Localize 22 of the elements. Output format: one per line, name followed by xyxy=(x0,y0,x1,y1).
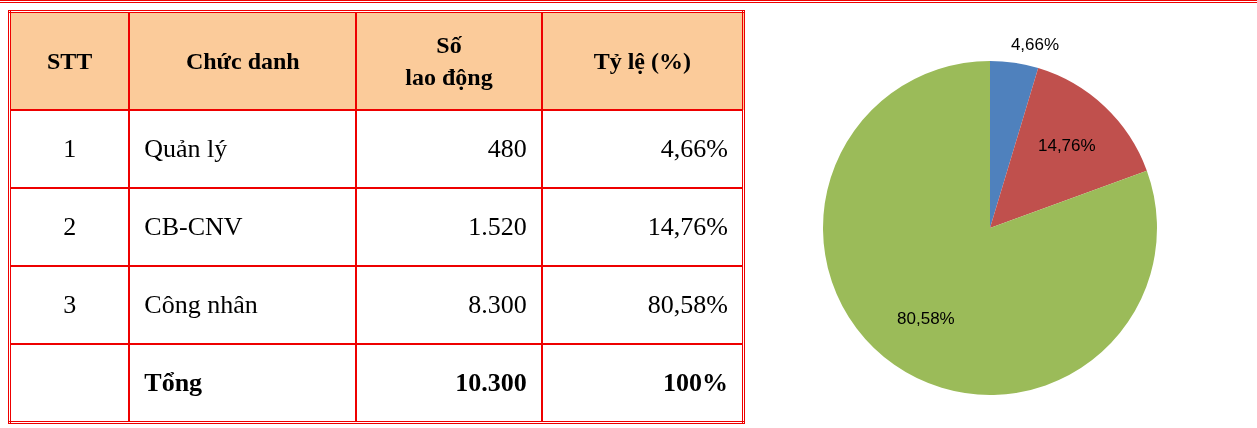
data-label: 4,66% xyxy=(1010,34,1060,54)
text: 10.300 xyxy=(356,344,542,423)
data-label: 80,58% xyxy=(541,266,744,344)
text: Chức danh xyxy=(129,11,357,110)
text: 3 xyxy=(9,266,130,344)
text: 100% xyxy=(541,344,744,423)
text: 1 xyxy=(9,110,130,188)
data-label: 14,76% xyxy=(1037,136,1096,156)
text: Tỷ lệ (%) xyxy=(541,11,744,110)
text: CB-CNV xyxy=(129,188,357,266)
text: 8.300 xyxy=(356,266,542,344)
text: 480 xyxy=(356,110,542,188)
text: 80,58% xyxy=(897,309,955,329)
text: 1.520 xyxy=(356,188,542,266)
text: STT xyxy=(9,11,130,110)
text: Số lao động xyxy=(356,11,542,110)
text: Tổng xyxy=(129,344,357,423)
text: Công nhân xyxy=(129,266,357,344)
text: Quản lý xyxy=(129,110,357,188)
text: 14,76% xyxy=(647,212,728,241)
text: 4,66% xyxy=(660,134,728,163)
text: 2 xyxy=(9,188,130,266)
